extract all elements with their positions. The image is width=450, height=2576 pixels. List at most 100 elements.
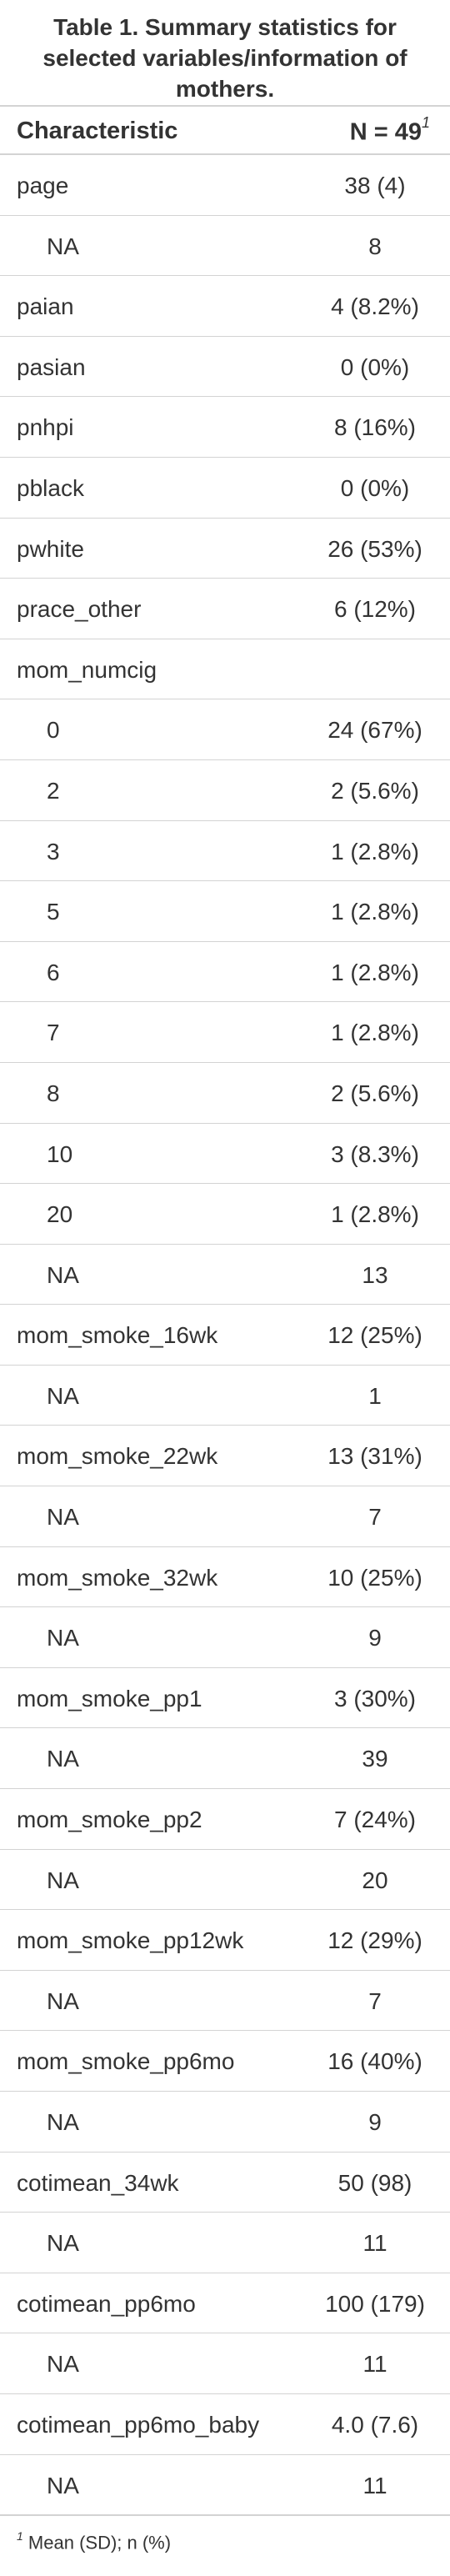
row-label: mom_smoke_pp12wk xyxy=(17,1927,244,1954)
table-row: NA 11 xyxy=(0,2455,450,2516)
row-label: NA xyxy=(47,2472,79,2498)
row-value: 1 (2.8%) xyxy=(331,1201,419,1228)
column-header-n: N = 491 xyxy=(350,114,430,147)
row-label: NA xyxy=(47,233,79,259)
table-row: page 38 (4) xyxy=(0,155,450,216)
table-row: NA 11 xyxy=(0,2333,450,2394)
table-row: mom_smoke_pp12wk 12 (29%) xyxy=(0,1910,450,1971)
row-label: 3 xyxy=(47,838,60,865)
table-row: NA 39 xyxy=(0,1728,450,1790)
row-label: mom_smoke_pp2 xyxy=(17,1807,202,1833)
row-value: 7 xyxy=(368,1987,382,2014)
row-label: pnhpi xyxy=(17,414,74,441)
row-label: NA xyxy=(47,1625,79,1651)
table-title: Table 1. Summary statistics for selected… xyxy=(42,14,408,102)
table-row: 10 3 (8.3%) xyxy=(0,1124,450,1185)
row-label: 5 xyxy=(47,899,60,925)
row-label: mom_smoke_pp6mo xyxy=(17,2048,235,2075)
row-value: 7 (24%) xyxy=(333,1807,417,1833)
table-row: mom_smoke_32wk 10 (25%) xyxy=(0,1547,450,1608)
row-label: NA xyxy=(47,1867,79,1893)
row-value: 4 (8.2%) xyxy=(331,293,419,320)
table-row: 7 1 (2.8%) xyxy=(0,1002,450,1063)
table-row: NA 11 xyxy=(0,2213,450,2273)
row-value: 0 (0%) xyxy=(340,353,410,380)
row-label: mom_numcig xyxy=(17,656,158,683)
row-label: mom_smoke_16wk xyxy=(17,1322,218,1349)
row-value: 3 (30%) xyxy=(333,1685,417,1711)
table-row: prace_other 6 (12%) xyxy=(0,579,450,639)
row-label: NA xyxy=(47,2109,79,2135)
row-value: 38 (4) xyxy=(344,173,406,198)
table-row: NA 13 xyxy=(0,1245,450,1306)
table-body: page 38 (4) NA 8 paian 4 (8.2%) pasian 0 (0%) pn… xyxy=(0,155,450,2516)
row-value: 9 xyxy=(368,1625,382,1651)
row-label: mom_smoke_22wk xyxy=(17,1443,218,1470)
table-row: mom_smoke_pp1 3 (30%) xyxy=(0,1668,450,1729)
table-row: mom_smoke_pp2 7 (24%) xyxy=(0,1789,450,1850)
row-value: 1 (2.8%) xyxy=(331,959,419,985)
row-value: 2 (5.6%) xyxy=(331,777,419,804)
row-label: mom_smoke_32wk xyxy=(17,1564,218,1591)
row-value: 3 (8.3%) xyxy=(331,1140,419,1167)
row-value: 100 (179) xyxy=(325,2290,425,2317)
table-footnote: 1 Mean (SD); n (%) xyxy=(0,2515,450,2567)
table-row: NA 1 xyxy=(0,1366,450,1426)
row-value: 50 (98) xyxy=(338,2169,412,2196)
row-label: NA xyxy=(47,1987,79,2014)
row-label: cotimean_pp6mo xyxy=(17,2290,196,2317)
row-value: 8 xyxy=(368,233,382,259)
row-label: NA xyxy=(47,1746,79,1772)
row-label: NA xyxy=(47,2351,79,2378)
row-label: NA xyxy=(47,2230,79,2257)
row-label: 6 xyxy=(47,959,60,985)
row-value: 12 (29%) xyxy=(328,1927,422,1954)
row-label: NA xyxy=(47,1504,79,1531)
table-row: 20 1 (2.8%) xyxy=(0,1184,450,1245)
row-value: 12 (25%) xyxy=(328,1322,422,1349)
row-label: pasian xyxy=(17,353,86,380)
row-value: 6 (12%) xyxy=(333,596,417,623)
row-label: 10 xyxy=(47,1140,73,1167)
table-row: 2 2 (5.6%) xyxy=(0,760,450,821)
row-label: paian xyxy=(17,293,74,320)
table-row: cotimean_34wk 50 (98) xyxy=(0,2153,450,2213)
table-row: mom_smoke_16wk 12 (25%) xyxy=(0,1305,450,1366)
table-row: NA 7 xyxy=(0,1971,450,2032)
row-value: 13 (31%) xyxy=(328,1443,422,1470)
table-row: 8 2 (5.6%) xyxy=(0,1063,450,1124)
row-value: 8 (16%) xyxy=(333,414,417,441)
table-row: mom_smoke_pp6mo 16 (40%) xyxy=(0,2031,450,2092)
row-value: 1 (2.8%) xyxy=(331,838,419,865)
row-value: 11 xyxy=(362,2230,388,2257)
footnote-text: Mean (SD); n (%) xyxy=(28,2532,172,2553)
table-row: pwhite 26 (53%) xyxy=(0,519,450,579)
table-row: pnhpi 8 (16%) xyxy=(0,397,450,458)
row-label: 8 xyxy=(47,1080,60,1106)
row-value: 16 (40%) xyxy=(328,2048,422,2075)
table-row: cotimean_pp6mo 100 (179) xyxy=(0,2273,450,2334)
row-label: NA xyxy=(47,1382,79,1409)
table-header-row: Characteristic N = 491 xyxy=(0,105,450,155)
row-label: cotimean_pp6mo_baby xyxy=(17,2411,260,2438)
table-row: 6 1 (2.8%) xyxy=(0,942,450,1003)
table-row: NA 7 xyxy=(0,1486,450,1547)
column-header-characteristic: Characteristic xyxy=(17,118,178,144)
row-label: cotimean_34wk xyxy=(17,2169,179,2196)
row-label: NA xyxy=(47,1261,79,1288)
table-row: 5 1 (2.8%) xyxy=(0,881,450,942)
row-value: 1 (2.8%) xyxy=(331,899,419,925)
table-row: mom_smoke_22wk 13 (31%) xyxy=(0,1426,450,1487)
row-value: 9 xyxy=(368,2109,382,2135)
row-value: 39 xyxy=(362,1746,388,1772)
row-value: 0 (0%) xyxy=(340,474,410,501)
row-value: 26 (53%) xyxy=(328,535,422,562)
row-value: 1 (2.8%) xyxy=(331,1020,419,1046)
table-row: paian 4 (8.2%) xyxy=(0,276,450,337)
row-label: 20 xyxy=(47,1201,73,1228)
table-row: pblack 0 (0%) xyxy=(0,458,450,519)
row-value: 13 xyxy=(362,1261,388,1288)
footnote-mark: 1 xyxy=(17,2529,23,2543)
table-row: NA 9 xyxy=(0,2092,450,2153)
table-row: cotimean_pp6mo_baby 4.0 (7.6) xyxy=(0,2394,450,2455)
